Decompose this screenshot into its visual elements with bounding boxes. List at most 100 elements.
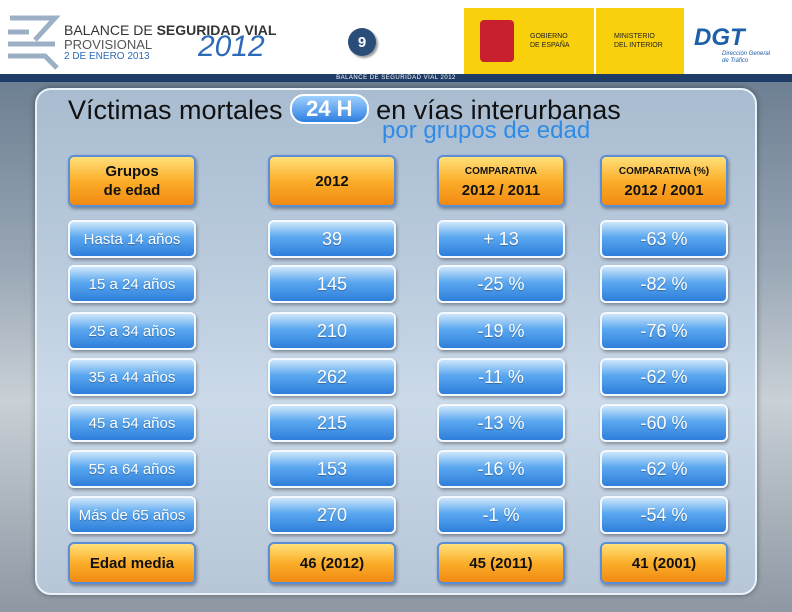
title-text: Víctimas mortales (68, 95, 283, 125)
body-cell: -82 % (600, 265, 728, 303)
cell-text: -1 % (482, 504, 520, 525)
body-cell: 153 (268, 450, 396, 488)
gov-name: GOBIERNO DE ESPAÑA (530, 32, 570, 50)
cell-text: -13 % (477, 412, 525, 433)
body-cell: 55 a 64 años (68, 450, 196, 488)
body-cell: -25 % (437, 265, 565, 303)
cell-text: de edad (103, 182, 161, 199)
dgt-logo: DGT (694, 24, 745, 51)
header-cell: 2012 (268, 155, 396, 207)
cell-text: 2012 / 2011 (461, 182, 541, 199)
cell-text: COMPARATIVA (%) (618, 166, 710, 177)
body-cell: 35 a 44 años (68, 358, 196, 396)
cell-text: 215 (316, 412, 348, 433)
title: Víctimas mortales 24 H en vías interurba… (68, 94, 621, 126)
cell-text: 55 a 64 años (88, 460, 176, 478)
cell-text: -63 % (640, 228, 688, 249)
cell-text: -11 % (478, 366, 524, 387)
gov-line: DE ESPAÑA (530, 42, 570, 49)
body-cell: Más de 65 años (68, 496, 196, 534)
title-badge: 24 H (290, 94, 369, 124)
body-cell: 25 a 34 años (68, 312, 196, 350)
cell-text: 145 (316, 273, 348, 294)
dgt-line: Dirección General (722, 51, 771, 57)
brand-line2: PROVISIONAL (64, 37, 153, 52)
cell-text: -76 % (640, 320, 688, 341)
cell-text: Grupos (105, 163, 159, 180)
gov-line: GOBIERNO (530, 33, 568, 40)
footer-cell: 45 (2011) (437, 542, 565, 584)
dgt-subtitle: Dirección General de Tráfico (722, 51, 770, 65)
body-cell: -11 % (437, 358, 565, 396)
cell-text: -82 % (640, 273, 688, 294)
cell-text: 41 (2001) (631, 554, 697, 572)
cell-text: -54 % (640, 504, 688, 525)
cell-text: 39 (321, 228, 343, 249)
coat-of-arms (480, 20, 514, 62)
cell-text: Más de 65 años (78, 506, 186, 524)
ministry-name: MINISTERIO DEL INTERIOR (614, 32, 663, 50)
title-text: en vías interurbanas (376, 95, 621, 125)
body-cell: 262 (268, 358, 396, 396)
brand-year: 2012 (198, 30, 265, 63)
cell-text: -60 % (640, 412, 688, 433)
body-cell: -63 % (600, 220, 728, 258)
body-cell: 145 (268, 265, 396, 303)
ministry-block: MINISTERIO DEL INTERIOR (596, 8, 684, 74)
body-cell: -16 % (437, 450, 565, 488)
cell-text: 25 a 34 años (88, 322, 176, 340)
footer-cell: 46 (2012) (268, 542, 396, 584)
ministry-line: MINISTERIO (614, 33, 655, 40)
subtitle: por grupos de edad (382, 117, 591, 144)
cell-text: 15 a 24 años (88, 275, 176, 293)
body-cell: 215 (268, 404, 396, 442)
cell-text: Hasta 14 años (83, 230, 181, 248)
header-cell: COMPARATIVA 2012 / 2011 (437, 155, 565, 207)
footer-cell: Edad media (68, 542, 196, 584)
cell-text: 270 (316, 504, 348, 525)
gov-block: GOBIERNO DE ESPAÑA (464, 8, 594, 74)
header-cell: COMPARATIVA (%) 2012 / 2001 (600, 155, 728, 207)
cell-text: 46 (2012) (299, 554, 365, 572)
page-number: 9 (348, 28, 376, 56)
cell-text: COMPARATIVA (464, 166, 538, 177)
header-cell: Grupos de edad (68, 155, 196, 207)
cell-text: 262 (316, 366, 348, 387)
cell-text: + 13 (483, 228, 519, 249)
body-cell: 210 (268, 312, 396, 350)
body-cell: -19 % (437, 312, 565, 350)
cell-text: 2012 / 2001 (624, 182, 704, 199)
brand-line1: BALANCE DE SEGURIDAD VIAL (64, 22, 276, 38)
cell-text: 45 (2011) (469, 554, 533, 572)
cell-text: 153 (316, 458, 348, 479)
brand-date: 2 DE ENERO 2013 (64, 51, 150, 62)
cell-text: -16 % (477, 458, 525, 479)
brand-text: SEGURIDAD VIAL (156, 22, 277, 38)
body-cell: + 13 (437, 220, 565, 258)
body-cell: -62 % (600, 358, 728, 396)
body-cell: -60 % (600, 404, 728, 442)
cell-text: 2012 (315, 172, 349, 190)
cell-text: -62 % (640, 366, 688, 387)
body-cell: 270 (268, 496, 396, 534)
body-cell: -1 % (437, 496, 565, 534)
body-cell: Hasta 14 años (68, 220, 196, 258)
body-cell: 39 (268, 220, 396, 258)
cell-text: Edad media (89, 554, 175, 572)
header-strip: BALANCE DE SEGURIDAD VIAL 2012 (0, 74, 792, 82)
cell-text: -62 % (640, 458, 688, 479)
body-cell: 15 a 24 años (68, 265, 196, 303)
cell-text: 35 a 44 años (88, 368, 176, 386)
body-cell: -76 % (600, 312, 728, 350)
cell-text: 45 a 54 años (88, 414, 176, 432)
cell-text: -19 % (477, 320, 525, 341)
cell-text: 210 (316, 320, 348, 341)
cell-text: -25 % (477, 273, 525, 294)
brand-logo (8, 15, 61, 70)
body-cell: -62 % (600, 450, 728, 488)
body-cell: -54 % (600, 496, 728, 534)
footer-cell: 41 (2001) (600, 542, 728, 584)
body-cell: 45 a 54 años (68, 404, 196, 442)
ministry-line: DEL INTERIOR (614, 42, 663, 49)
